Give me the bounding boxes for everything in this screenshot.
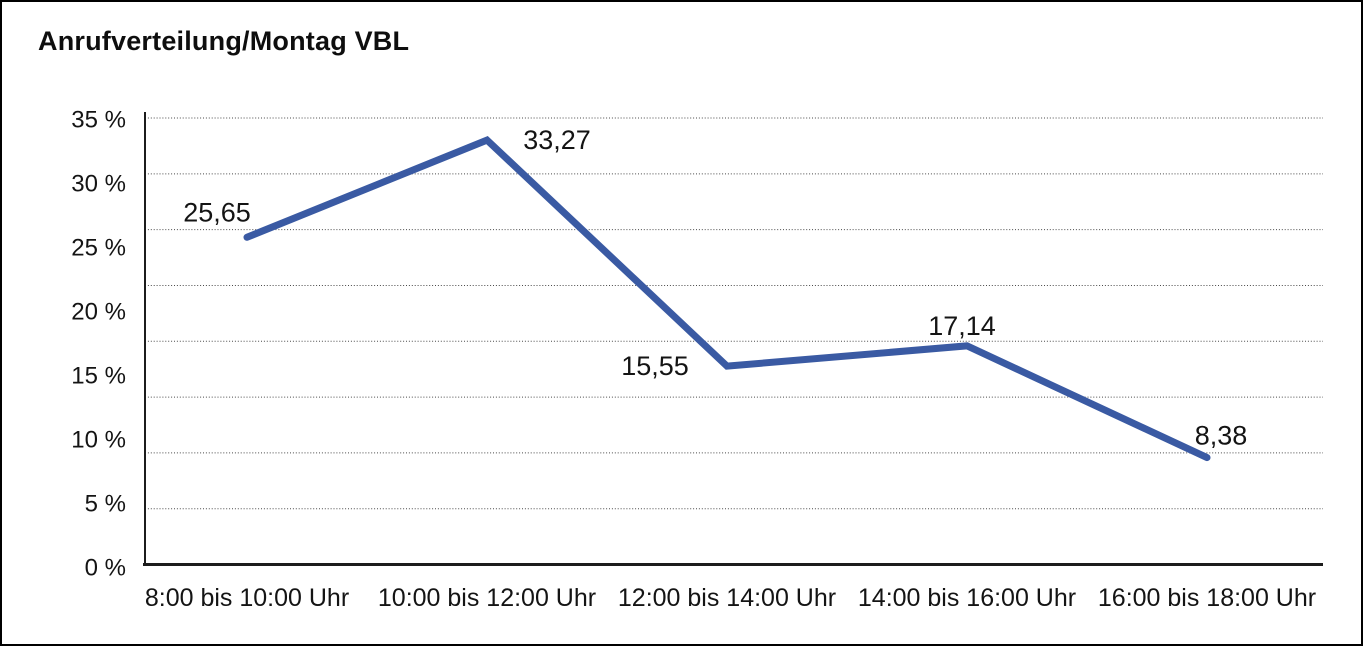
y-axis-tick-label: 5 %	[85, 491, 126, 518]
x-axis-category-label: 10:00 bis 12:00 Uhr	[378, 584, 596, 612]
y-axis-tick-label: 10 %	[71, 427, 126, 454]
data-point-label: 15,55	[621, 351, 689, 381]
y-axis-tick-label: 15 %	[71, 363, 126, 390]
y-axis-tick-label: 25 %	[71, 235, 126, 262]
x-axis-category-label: 12:00 bis 14:00 Uhr	[618, 584, 836, 612]
data-point-label: 33,27	[523, 125, 591, 155]
data-point-label: 8,38	[1195, 421, 1248, 451]
y-axis-tick-label: 30 %	[71, 171, 126, 198]
x-axis-category-label: 8:00 bis 10:00 Uhr	[145, 584, 349, 612]
chart-title: Anrufverteilung/Montag VBL	[38, 26, 410, 56]
y-axis-tick-label: 20 %	[71, 299, 126, 326]
y-axis-tick-label: 0 %	[85, 555, 126, 582]
data-point-label: 17,14	[928, 311, 996, 341]
series-line	[243, 135, 1211, 462]
data-point-label: 25,65	[183, 197, 251, 227]
y-axis-tick-label: 35 %	[71, 107, 126, 134]
x-axis-category-label: 16:00 bis 18:00 Uhr	[1098, 584, 1316, 612]
x-axis-category-label: 14:00 bis 16:00 Uhr	[858, 584, 1076, 612]
